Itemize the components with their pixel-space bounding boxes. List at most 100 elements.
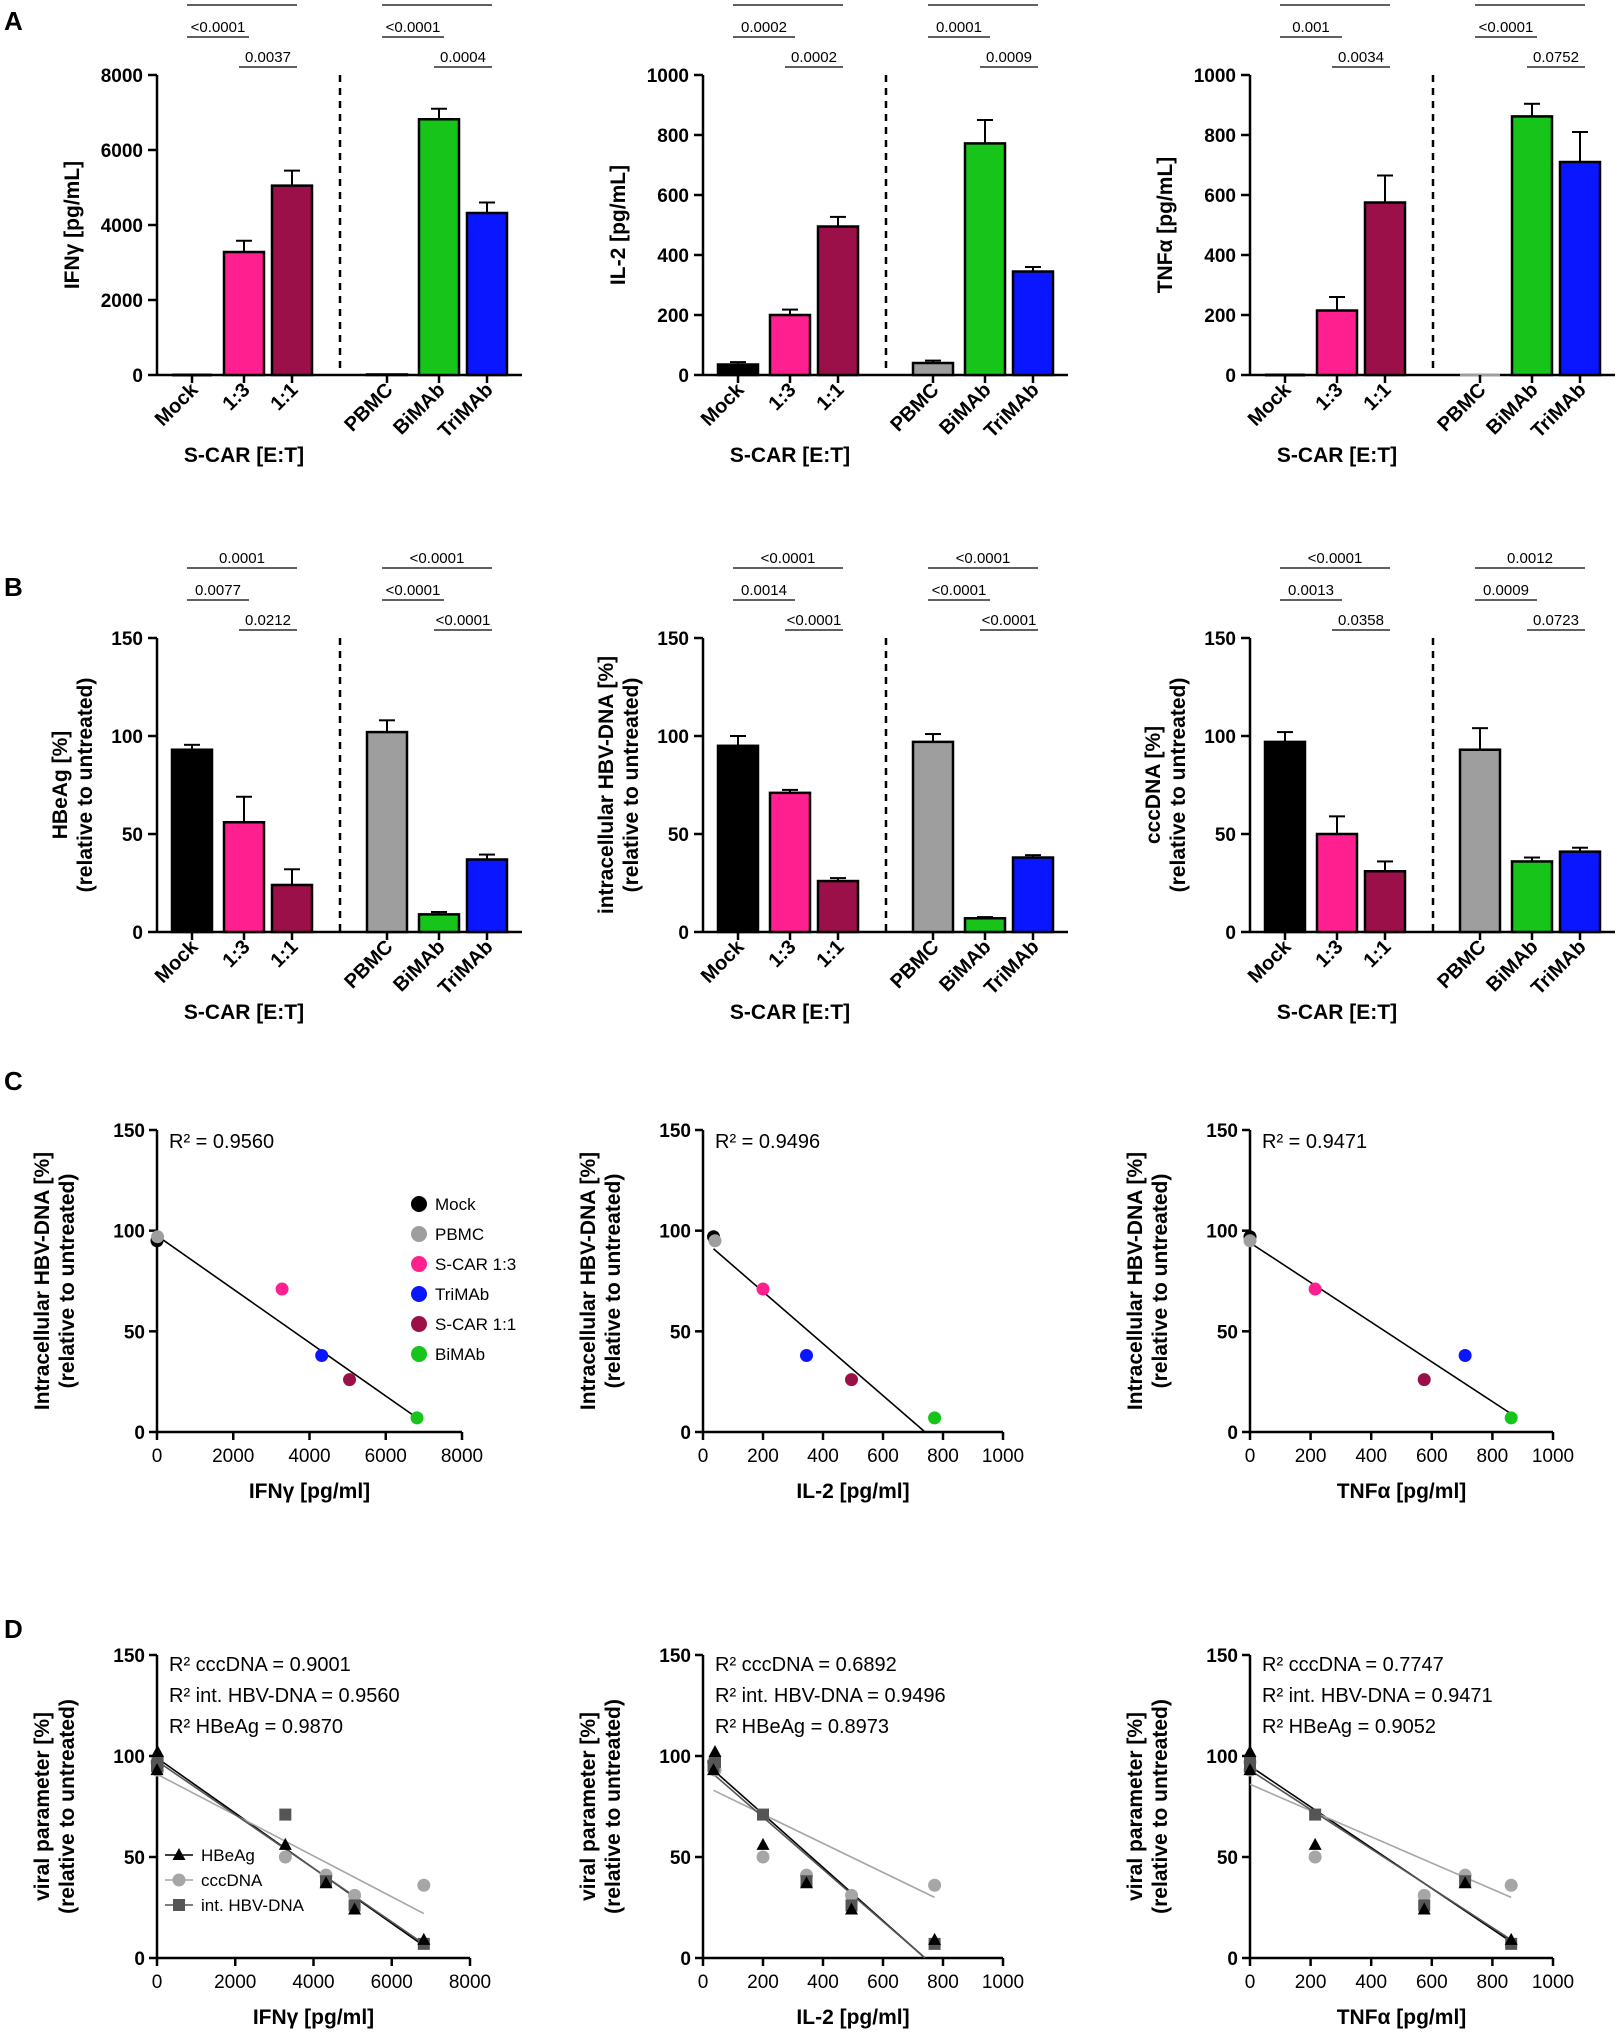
y-axis-label-4-1: (relative to untreated) [620,678,643,893]
y-tick-label-11-3: 150 [1206,1646,1238,1667]
x-tick-label-9-2: 4000 [292,1972,334,1993]
regression-line-11-1 [1249,1783,1512,1899]
bar-1-2 [816,225,860,377]
bar-3-0 [170,748,214,934]
bar-1-5 [1011,270,1055,377]
regression-line-11-0 [1249,1765,1512,1943]
bar-1-0 [716,363,760,377]
r-squared-10-1: R² int. HBV-DNA = 0.9496 [715,1685,946,1707]
x-tick-label-6-3: 6000 [365,1446,407,1467]
y-tick-label-11-1: 50 [1217,1848,1238,1869]
bar-5-3 [1458,748,1502,934]
y-tick-label-0-1: 2000 [101,291,143,312]
x-tick-label-11-3: 600 [1416,1972,1448,1993]
bar-0-1 [222,250,266,377]
y-tick-label-8-1: 50 [1217,1322,1238,1343]
x-tick-label-10-1: 200 [747,1972,779,1993]
data-point-9-0-4 [348,1902,362,1915]
x-tick-label-6-4: 8000 [441,1446,483,1467]
y-axis-label-11-0: viral parameter [%] [1124,1712,1147,1901]
scatter-chart-7: 0 50 100 150 0 200 400 600 800 1000 IL-2 [pg/ml] In… [577,1121,1024,1503]
x-axis-label-9: IFNγ [pg/ml] [253,2006,374,2029]
data-point-6-2 [275,1282,289,1296]
p-value-0-2: 0.0037 [245,49,291,66]
data-point-9-0-1 [151,1744,165,1757]
y-tick-label-3-1: 50 [122,825,143,846]
y-axis-label-5-0: cccDNA [%] [1142,726,1165,844]
bar-4-4 [963,917,1007,934]
category-label-3-2: 1:1 [267,936,303,972]
p-value-3-0: 0.0001 [219,550,265,567]
category-label-4-1: 1:3 [765,936,801,972]
y-tick-label-9-2: 100 [113,1747,145,1768]
data-point-10-2-1 [709,1756,721,1769]
data-point-9-2-1 [151,1756,164,1769]
y-tick-label-3-2: 100 [111,727,143,748]
data-point-10-0-0 [707,1763,720,1776]
legend-label-6-4: S-CAR 1:1 [435,1315,516,1334]
x-axis-label-4: S-CAR [E:T] [730,1001,850,1024]
bar-5-1 [1315,832,1359,934]
x-tick-label-6-2: 4000 [288,1446,330,1467]
data-point-8-5 [1504,1411,1518,1425]
y-tick-label-9-1: 50 [124,1848,145,1869]
bar-3-3 [365,730,409,934]
category-label-1-5: TriMAb [980,379,1043,442]
x-tick-label-6-1: 2000 [212,1446,254,1467]
bar-0-2 [270,184,314,377]
data-point-11-0-4 [1417,1902,1431,1915]
x-tick-label-6-0: 0 [152,1446,163,1467]
x-tick-label-11-4: 800 [1477,1972,1509,1993]
x-tick-label-11-0: 0 [1245,1972,1256,1993]
r-squared-11-0: R² cccDNA = 0.7747 [1262,1654,1444,1676]
y-tick-label-0-3: 6000 [101,141,143,162]
data-point-10-1-4 [845,1888,858,1902]
r-squared-8: R² = 0.9471 [1262,1131,1367,1153]
scatter-chart-8: 0 50 100 150 0 200 400 600 800 1000 TNFα [pg/ml] In… [1124,1121,1574,1503]
bar-5-4 [1510,860,1554,934]
category-label-5-3: PBMC [1433,936,1490,993]
bar-2-4 [1510,115,1554,377]
x-tick-label-9-4: 8000 [449,1972,491,1993]
legend-label-9-0: HBeAg [201,1846,255,1865]
category-label-3-1: 1:3 [219,936,255,972]
panel-label-c: C [4,1066,23,1096]
legend-marker-9-2 [173,1899,185,1911]
y-axis-label-4-0: intracellular HBV-DNA [%] [595,656,618,914]
legend-marker-6-2 [411,1256,427,1272]
p-value-1-3: <0.0001 [956,0,1011,4]
scatter-chart-11: 0 50 100 150 0 200 400 600 800 1000 TNFα [pg/ml] vi… [1124,1646,1574,2029]
x-tick-label-11-1: 200 [1295,1972,1327,1993]
data-point-9-1-4 [348,1888,362,1902]
y-axis-label-6-1: (relative to untreated) [56,1174,79,1389]
scatter-chart-9: 0 50 100 150 0 2000 4000 6000 8000 IFNγ [pg/ml] vi… [31,1646,491,2029]
y-tick-label-2-3: 600 [1204,186,1236,207]
data-point-8-2 [1308,1282,1322,1296]
legend-marker-6-1 [411,1226,427,1242]
y-tick-label-5-1: 50 [1215,825,1236,846]
y-tick-label-8-3: 150 [1206,1121,1238,1142]
data-point-9-0-5 [417,1932,431,1945]
y-tick-label-10-1: 50 [670,1848,691,1869]
y-tick-label-3-0: 0 [132,923,143,944]
r-squared-9-1: R² int. HBV-DNA = 0.9560 [169,1685,400,1707]
bar-0-3 [365,373,409,377]
panel-label-b: B [4,572,23,602]
x-axis-label-3: S-CAR [E:T] [184,1001,304,1024]
data-point-7-3 [800,1348,813,1362]
p-value-1-2: 0.0002 [791,49,837,66]
p-value-5-4: 0.0009 [1483,582,1529,599]
legend-label-9-1: cccDNA [201,1871,263,1890]
data-point-6-5 [410,1411,424,1425]
p-value-3-4: <0.0001 [386,582,441,599]
regression-line-7 [712,1248,926,1433]
p-value-5-3: 0.0012 [1507,550,1553,567]
category-label-2-3: PBMC [1433,379,1490,436]
data-point-10-0-3 [800,1876,813,1889]
p-value-5-5: 0.0723 [1533,612,1579,629]
bar-5-2 [1363,869,1407,934]
y-tick-label-4-0: 0 [678,923,689,944]
data-point-11-0-5 [1504,1932,1518,1945]
